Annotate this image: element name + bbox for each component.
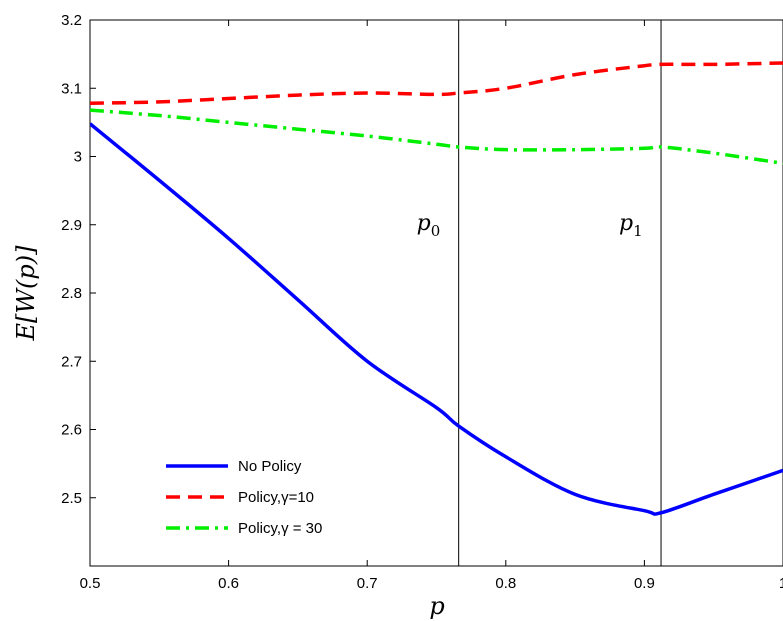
threshold-label-p1: p1 [619, 211, 643, 240]
y-tick-label: 2.9 [61, 217, 82, 234]
x-tick-label: 0.7 [357, 575, 378, 592]
legend-label-2: Policy,γ=10 [238, 489, 314, 506]
x-axis-ticks: 0.5 0.6 0.7 0.8 0.9 1 [80, 20, 783, 592]
y-tick-label: 2.6 [61, 422, 82, 439]
x-tick-label: 1 [779, 575, 783, 592]
y-tick-label: 2.5 [61, 490, 82, 507]
y-tick-label: 2.7 [61, 353, 82, 370]
series-group [90, 61, 783, 516]
legend-label-1: No Policy [238, 458, 302, 475]
threshold-annotations: p0 p1 [417, 211, 643, 240]
y-tick-label: 3.2 [61, 12, 82, 29]
y-tick-label: 2.8 [61, 285, 82, 302]
x-axis-label: p [429, 592, 444, 620]
x-tick-label: 0.9 [634, 575, 655, 592]
x-tick-label: 0.6 [218, 575, 239, 592]
y-tick-label: 3 [74, 149, 82, 166]
series-line-2 [90, 61, 783, 106]
y-axis-label: E[W(p)] [12, 245, 40, 342]
vertical-reference-lines [458, 20, 662, 566]
threshold-label-p0: p0 [417, 211, 441, 240]
y-tick-label: 3.1 [61, 80, 82, 97]
series-line-3 [90, 108, 783, 166]
y-axis-ticks: 2.5 2.6 2.7 2.8 2.9 3 3.1 3.2 [61, 12, 96, 507]
legend-label-3: Policy,γ = 30 [238, 520, 322, 537]
x-tick-label: 0.8 [495, 575, 516, 592]
series-line-1 [90, 122, 783, 516]
x-tick-label: 0.5 [80, 575, 101, 592]
legend: No Policy Policy,γ=10 Policy,γ = 30 [166, 458, 322, 537]
